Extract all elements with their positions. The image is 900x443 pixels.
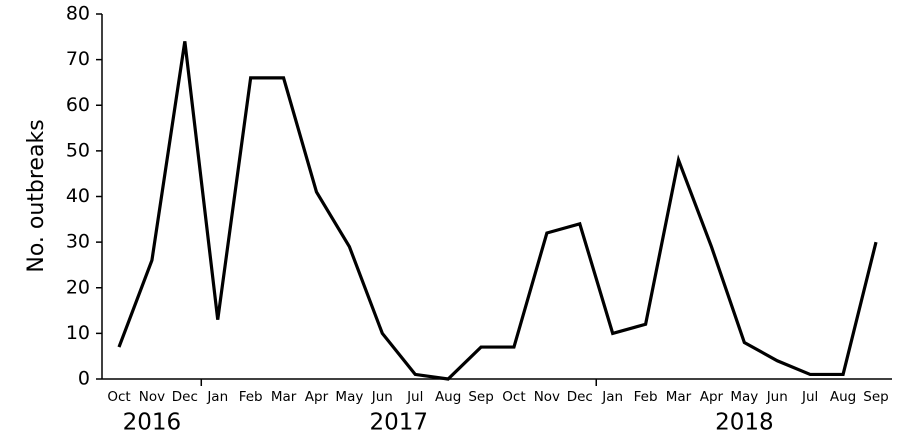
x-tick-label: May xyxy=(730,389,758,405)
x-tick-label: Mar xyxy=(271,389,297,405)
x-tick-label: Jun xyxy=(371,389,393,405)
x-tick-label: Sep xyxy=(863,389,888,405)
x-tick-label: Aug xyxy=(435,389,461,405)
x-tick-label: Dec xyxy=(172,389,198,405)
year-label: 2018 xyxy=(715,410,774,436)
year-label: 2016 xyxy=(123,410,182,436)
x-tick-label: Jan xyxy=(206,389,228,405)
x-tick-label: Apr xyxy=(305,389,329,405)
y-tick-label: 40 xyxy=(66,185,90,207)
y-tick-label: 20 xyxy=(66,276,90,298)
x-tick-label: Apr xyxy=(700,389,724,405)
line xyxy=(117,41,878,381)
x-tick-label: Jul xyxy=(801,389,818,405)
y-tick-label: 70 xyxy=(66,48,90,70)
y-tick-label: 0 xyxy=(78,368,90,390)
y-tick-label: 30 xyxy=(66,231,90,253)
x-tick-label: Mar xyxy=(666,389,692,405)
x-tick-label: Oct xyxy=(107,389,130,405)
y-tick-label: 60 xyxy=(66,94,90,116)
year-label: 2017 xyxy=(369,410,428,436)
x-tick-label: Feb xyxy=(239,389,263,405)
y-tick-label: 50 xyxy=(66,139,90,161)
x-tick-label: Oct xyxy=(502,389,525,405)
y-axis-label: No. outbreaks xyxy=(24,119,49,272)
x-tick-label: Jul xyxy=(406,389,423,405)
x-tick-label: Nov xyxy=(139,389,165,405)
x-tick-label: Jan xyxy=(601,389,623,405)
x-tick-label: Feb xyxy=(634,389,658,405)
x-tick-label: Aug xyxy=(830,389,856,405)
x-tick-label: Jun xyxy=(766,389,788,405)
y-tick-label: 10 xyxy=(66,322,90,344)
x-tick-label: May xyxy=(335,389,363,405)
x-tick-label: Nov xyxy=(534,389,560,405)
x-tick-label: Sep xyxy=(468,389,493,405)
y-tick-label: 80 xyxy=(66,3,90,25)
x-tick-label: Dec xyxy=(567,389,593,405)
